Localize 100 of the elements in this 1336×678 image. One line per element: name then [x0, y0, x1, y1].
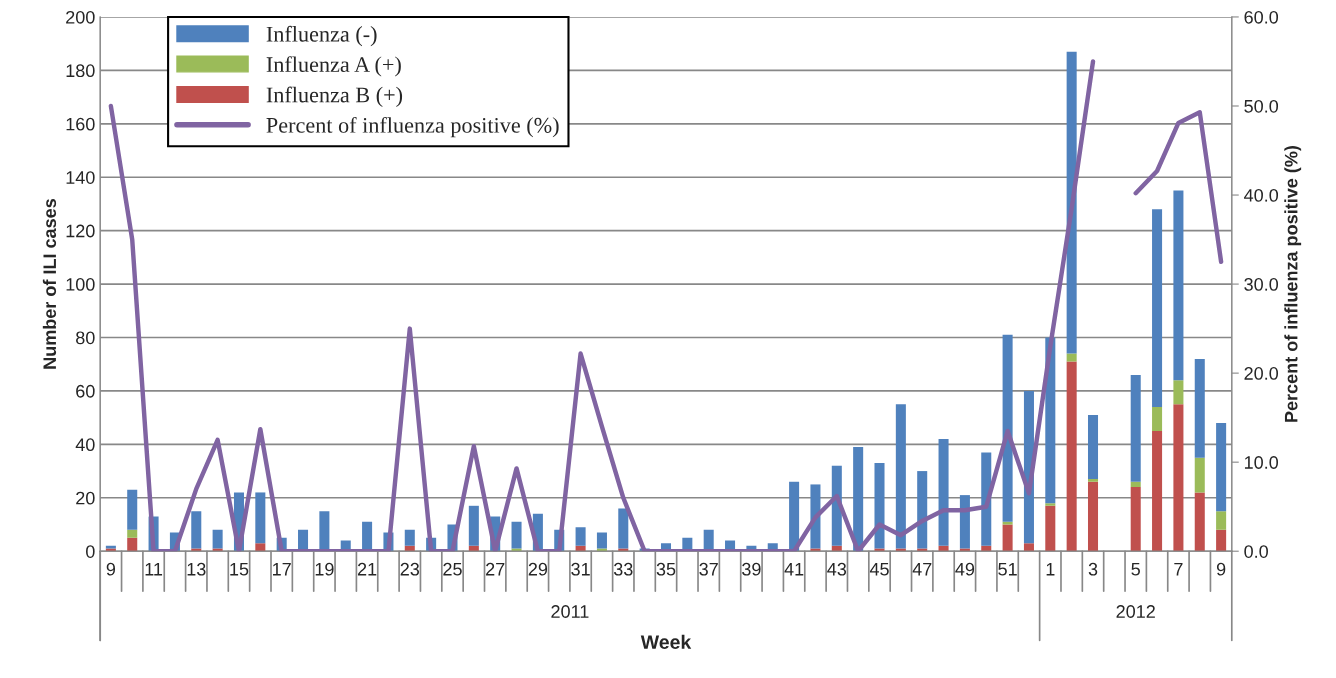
- x-tick-label: 21: [357, 562, 377, 576]
- x-tick-label: 19: [315, 562, 334, 576]
- bar: [1130, 374, 1141, 482]
- x-tick-label: 39: [742, 562, 761, 576]
- bar: [319, 511, 330, 552]
- bar: [981, 545, 992, 552]
- x-tick-label: 27: [486, 562, 505, 576]
- bar: [575, 545, 586, 552]
- x-tick-label: 5: [1131, 562, 1140, 576]
- bar: [1066, 51, 1077, 354]
- bar: [1087, 479, 1099, 482]
- bar: [404, 545, 415, 552]
- x-tick-label: 25: [443, 562, 462, 576]
- bar: [853, 447, 864, 552]
- x-tick-label: 49: [955, 562, 975, 576]
- x-tick-label: 13: [187, 562, 206, 576]
- bar: [1216, 422, 1227, 512]
- legend-label: Influenza (-): [266, 25, 377, 47]
- bar: [1194, 457, 1205, 493]
- bar: [127, 529, 138, 538]
- bar: [1130, 481, 1141, 488]
- x-tick-label: 29: [528, 562, 548, 576]
- bar: [1087, 481, 1099, 552]
- legend-label: Influenza B (+): [266, 86, 403, 107]
- x-tick-label: 45: [869, 562, 889, 576]
- bar: [127, 489, 138, 530]
- x-tick-label: 47: [912, 562, 932, 576]
- bar: [1023, 543, 1034, 552]
- y-tick-label: 60: [76, 384, 95, 398]
- bar: [1002, 524, 1013, 552]
- y-tick-label: 100: [66, 278, 95, 291]
- bar: [1173, 404, 1184, 552]
- y-tick-label: 20: [76, 491, 95, 505]
- bar: [1002, 334, 1013, 522]
- y2-tick-label: 40.0: [1244, 188, 1279, 202]
- x-tick-label: 11: [145, 562, 163, 576]
- bar: [1087, 414, 1099, 480]
- bar: [938, 439, 949, 546]
- bar: [1066, 361, 1077, 552]
- x-tick-label: 7: [1174, 562, 1183, 576]
- bar: [1173, 190, 1184, 381]
- y2-tick-label: 30.0: [1244, 278, 1279, 291]
- y2-tick-label: 50.0: [1244, 99, 1279, 113]
- bar: [917, 471, 928, 549]
- bar: [468, 545, 479, 552]
- y-tick-label: 0: [86, 545, 95, 558]
- bar: [1152, 431, 1163, 552]
- bar: [831, 545, 842, 552]
- bar: [1045, 503, 1056, 506]
- bar: [468, 505, 479, 546]
- bar: [575, 527, 586, 546]
- y2-tick-label: 10.0: [1244, 456, 1279, 469]
- x-tick-label: 9: [106, 562, 116, 576]
- bar: [1130, 487, 1141, 552]
- bar: [1152, 209, 1163, 407]
- y-tick-label: 140: [66, 171, 95, 184]
- x-tick-label: 51: [998, 562, 1017, 576]
- x-tick-label: 3: [1088, 562, 1098, 576]
- bar: [362, 521, 373, 552]
- x-tick-label: 15: [230, 562, 249, 576]
- x-tick-label: 31: [571, 562, 590, 576]
- bar: [191, 511, 202, 549]
- bar: [874, 463, 885, 549]
- bar: [127, 537, 138, 552]
- x-tick-label: 41: [784, 562, 804, 576]
- y2-tick-label: 20.0: [1244, 367, 1279, 380]
- bar: [511, 521, 522, 549]
- text: 2011: [551, 605, 589, 618]
- bar: [1045, 505, 1056, 552]
- bar: [596, 532, 607, 549]
- x-tick-label: 9: [1216, 562, 1226, 576]
- bar: [1066, 353, 1077, 362]
- x-tick-label: 1: [1046, 562, 1055, 576]
- y-tick-label: 200: [66, 10, 95, 24]
- bar: [1194, 358, 1205, 458]
- y-tick-label: 180: [66, 64, 95, 78]
- bar: [1194, 492, 1205, 552]
- y-tick-label: 160: [66, 117, 95, 131]
- y-tick-label: 40: [75, 438, 95, 452]
- legend-label: Influenza A (+): [266, 56, 401, 77]
- x-tick-label: 23: [400, 562, 420, 576]
- x-tick-label: 17: [273, 562, 291, 576]
- x-tick-label: 43: [827, 562, 847, 576]
- bar: [895, 404, 906, 549]
- legend-label: Percent of influenza positive (%): [266, 116, 559, 138]
- bar: [959, 495, 970, 549]
- bar: [255, 492, 266, 544]
- bar: [1002, 521, 1013, 525]
- bar: [789, 481, 800, 552]
- y-axis-title: Number of ILI cases: [42, 199, 57, 369]
- bar: [1216, 529, 1227, 552]
- bar: [255, 543, 266, 552]
- x-tick-label: 33: [613, 562, 633, 576]
- bar: [404, 529, 415, 546]
- bar: [1216, 511, 1227, 530]
- y2-axis-title: Percent of influenza positive (%): [1284, 146, 1302, 422]
- y2-tick-label: 0.0: [1244, 545, 1268, 558]
- bar: [618, 508, 629, 549]
- x-tick-label: 37: [699, 562, 718, 576]
- text: 2012: [1116, 605, 1155, 618]
